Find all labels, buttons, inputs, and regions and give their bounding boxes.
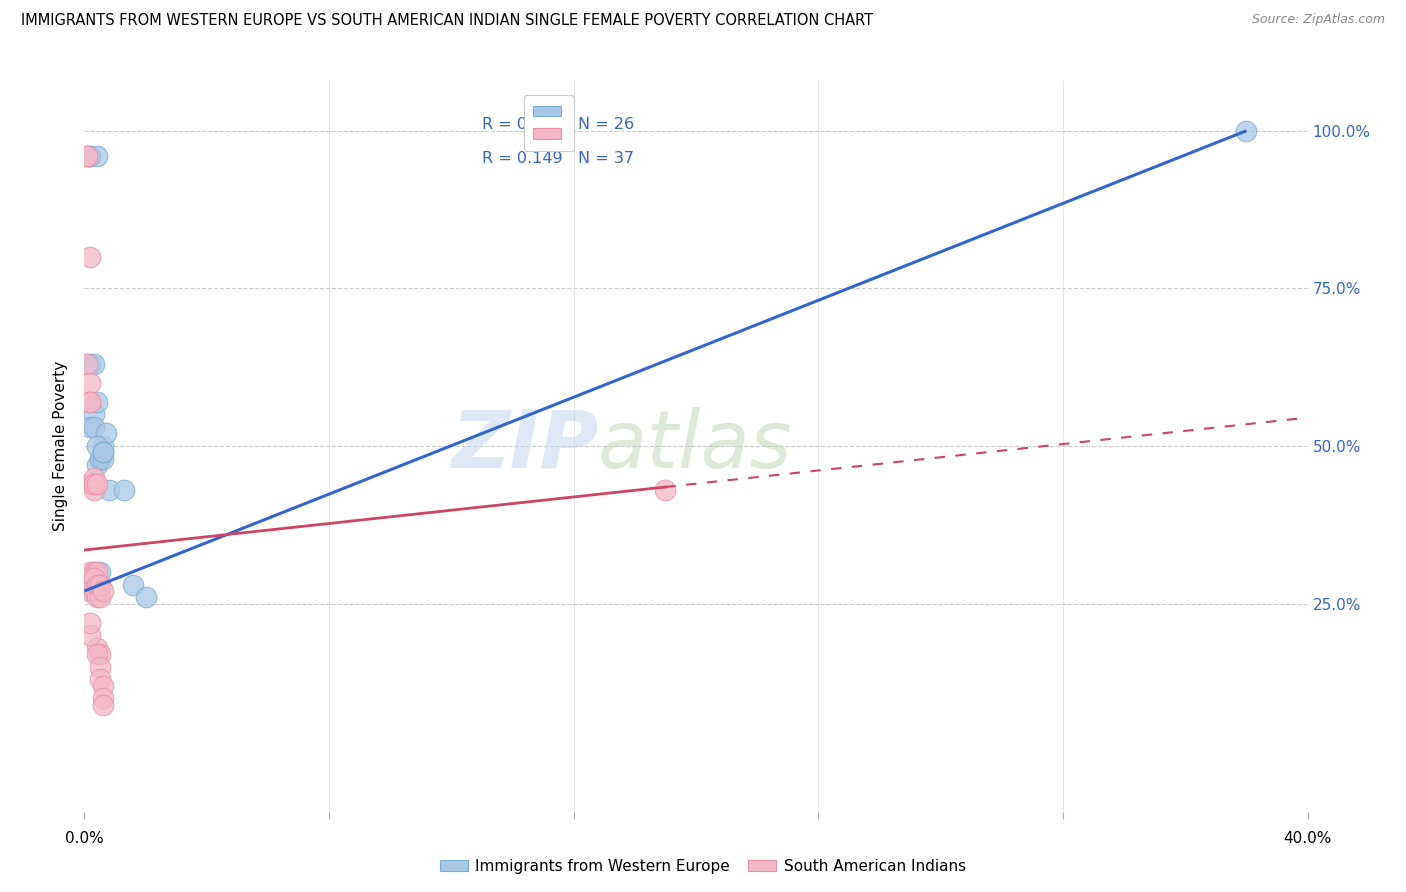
- Point: [89, 578, 111, 592]
- Point: [86, 591, 108, 605]
- Point: [83, 565, 105, 579]
- Point: [91, 691, 114, 706]
- Point: [86, 476, 108, 491]
- Point: [86, 439, 108, 453]
- Point: [89, 451, 111, 466]
- Point: [83, 470, 105, 484]
- Point: [79, 571, 101, 585]
- Point: [86, 395, 108, 409]
- Text: ZIP: ZIP: [451, 407, 598, 485]
- Point: [79, 420, 101, 434]
- Point: [86, 647, 108, 661]
- Point: [79, 376, 101, 390]
- Point: [89, 451, 111, 466]
- Text: 40.0%: 40.0%: [1284, 830, 1331, 846]
- Point: [79, 615, 101, 630]
- Text: IMMIGRANTS FROM WESTERN EUROPE VS SOUTH AMERICAN INDIAN SINGLE FEMALE POVERTY CO: IMMIGRANTS FROM WESTERN EUROPE VS SOUTH …: [21, 13, 873, 29]
- Text: Source: ZipAtlas.com: Source: ZipAtlas.com: [1251, 13, 1385, 27]
- Point: [97, 483, 120, 497]
- Point: [89, 565, 111, 579]
- Point: [89, 591, 111, 605]
- Point: [83, 408, 105, 422]
- Point: [94, 426, 117, 441]
- Point: [112, 483, 135, 497]
- Point: [91, 445, 114, 459]
- Point: [89, 647, 111, 661]
- Point: [83, 420, 105, 434]
- Point: [135, 591, 157, 605]
- Text: R = 0.149   N = 37: R = 0.149 N = 37: [482, 151, 634, 166]
- Point: [86, 640, 108, 655]
- Point: [79, 357, 101, 371]
- Point: [79, 476, 101, 491]
- Point: [91, 445, 114, 459]
- Point: [76, 149, 98, 163]
- Point: [83, 476, 105, 491]
- Point: [79, 395, 101, 409]
- Point: [83, 571, 105, 585]
- Point: [89, 673, 111, 687]
- Point: [76, 149, 98, 163]
- Point: [91, 451, 114, 466]
- Point: [89, 578, 111, 592]
- Point: [91, 679, 114, 693]
- Point: [83, 483, 105, 497]
- Text: 0.0%: 0.0%: [65, 830, 104, 846]
- Point: [1236, 124, 1258, 138]
- Text: R = 0.616   N = 26: R = 0.616 N = 26: [482, 117, 634, 132]
- Point: [83, 584, 105, 599]
- Point: [79, 584, 101, 599]
- Y-axis label: Single Female Poverty: Single Female Poverty: [53, 361, 69, 531]
- Point: [83, 357, 105, 371]
- Text: atlas: atlas: [598, 407, 793, 485]
- Point: [79, 149, 101, 163]
- Point: [83, 565, 105, 579]
- Legend: Immigrants from Western Europe, South American Indians: Immigrants from Western Europe, South Am…: [434, 853, 972, 880]
- Point: [89, 659, 111, 673]
- Point: [79, 565, 101, 579]
- Point: [79, 395, 101, 409]
- Point: [79, 250, 101, 264]
- Point: [91, 698, 114, 712]
- Point: [83, 476, 105, 491]
- Point: [79, 628, 101, 642]
- Point: [76, 149, 98, 163]
- Point: [86, 458, 108, 472]
- Point: [86, 149, 108, 163]
- Point: [654, 483, 676, 497]
- Legend: , : ,: [524, 95, 575, 152]
- Point: [122, 578, 145, 592]
- Point: [91, 584, 114, 599]
- Point: [86, 565, 108, 579]
- Point: [86, 578, 108, 592]
- Point: [79, 149, 101, 163]
- Point: [76, 357, 98, 371]
- Point: [91, 439, 114, 453]
